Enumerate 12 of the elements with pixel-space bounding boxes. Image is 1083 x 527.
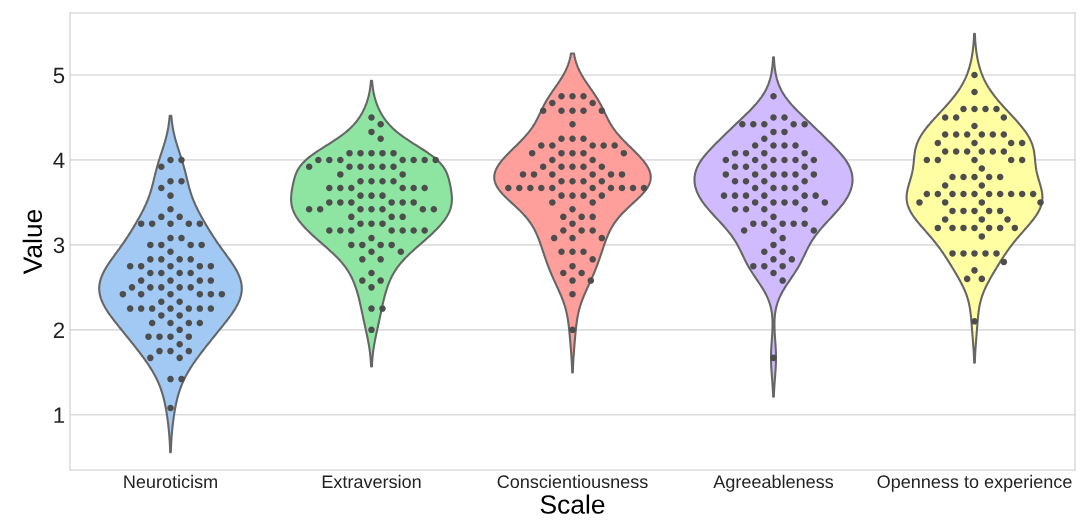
y-tick-label: 5 — [53, 67, 65, 84]
y-axis-title: Value — [22, 209, 43, 275]
x-tick-label: Conscientiousness — [497, 474, 648, 489]
y-tick-label: 3 — [53, 237, 65, 254]
x-tick-label: Extraversion — [322, 474, 421, 489]
y-tick-label: 1 — [54, 407, 65, 423]
y-tick-label: 2 — [53, 322, 65, 338]
x-axis-title: Scale — [540, 494, 605, 514]
y-tick-label: 4 — [53, 152, 65, 169]
x-tick-label: Agreeableness — [713, 474, 834, 492]
x-tick-label: Openness to experience — [877, 474, 1072, 492]
x-tick-label: Neuroticism — [124, 474, 217, 489]
